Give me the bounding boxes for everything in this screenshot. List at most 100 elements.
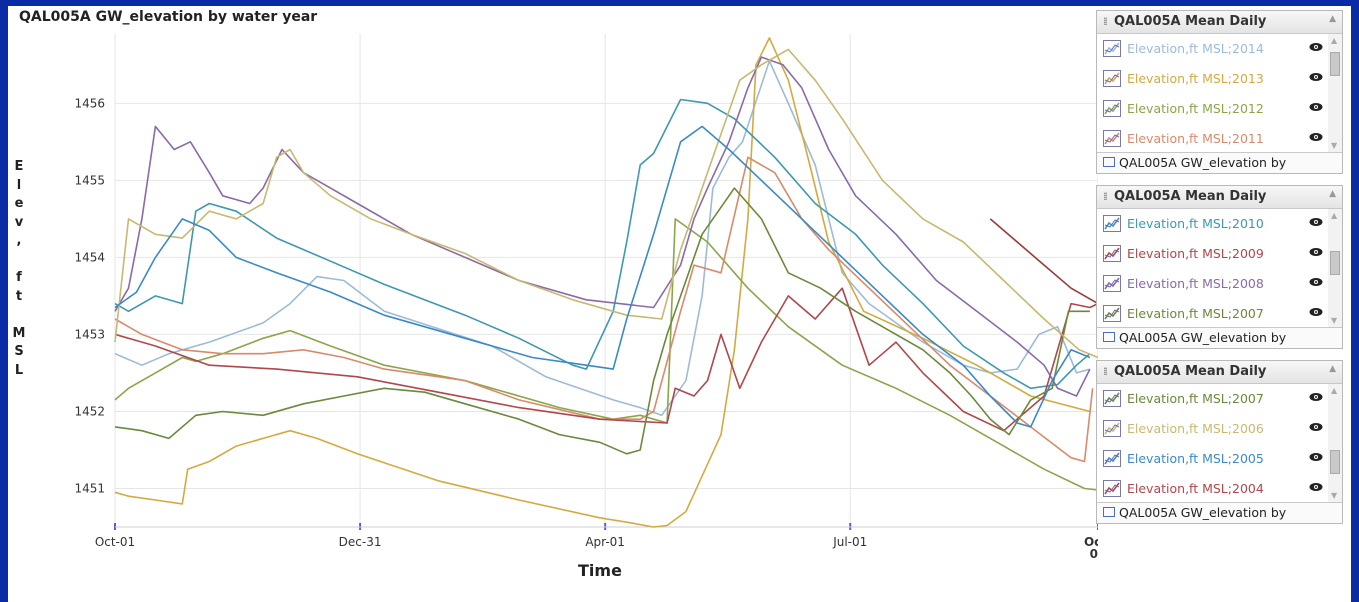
legend-item-label: Elevation,ft MSL;2004 — [1127, 481, 1264, 496]
y-tick-label: 1456 — [74, 96, 105, 110]
legend-item[interactable]: Elevation,ft MSL;2014 — [1097, 34, 1323, 64]
series-line — [114, 56, 1091, 397]
legend-item-label: Elevation,ft MSL;2010 — [1127, 216, 1264, 231]
x-tick-label: Oct-01 — [95, 535, 135, 549]
drag-grip-icon[interactable]: ⁞⁞ — [1103, 15, 1108, 28]
collapse-icon[interactable]: ▲ — [1329, 189, 1336, 199]
legend-panel: ⁞⁞ QAL005A Mean Daily ▲ Elevation,ft MSL;20… — [1096, 10, 1343, 174]
chart-icon — [1103, 507, 1115, 517]
scrollbar-thumb[interactable] — [1330, 251, 1340, 275]
legend-footer-label: QAL005A GW_elevation by — [1119, 155, 1287, 170]
eye-icon[interactable] — [1309, 481, 1323, 495]
drag-grip-icon[interactable]: ⁞⁞ — [1103, 365, 1108, 378]
legend-panel-header[interactable]: ⁞⁞ QAL005A Mean Daily ▲ — [1097, 186, 1342, 209]
series-line — [114, 287, 1098, 432]
eye-icon[interactable] — [1309, 276, 1323, 290]
series-line — [114, 218, 1098, 491]
legend-item[interactable]: Elevation,ft MSL;2006 — [1097, 414, 1323, 444]
chart-icon — [1103, 157, 1115, 167]
legend-panel-header[interactable]: ⁞⁞ QAL005A Mean Daily ▲ — [1097, 11, 1342, 34]
series-line — [114, 48, 1098, 359]
scroll-down-icon[interactable]: ▼ — [1331, 141, 1338, 150]
eye-icon[interactable] — [1309, 101, 1323, 115]
scroll-up-icon[interactable]: ▲ — [1331, 36, 1338, 45]
line-series-icon — [1103, 40, 1121, 57]
legend-panel: ⁞⁞ QAL005A Mean Daily ▲ Elevation,ft MSL;20… — [1096, 360, 1343, 524]
line-series-icon — [1103, 130, 1121, 147]
scroll-up-icon[interactable]: ▲ — [1331, 211, 1338, 220]
eye-icon[interactable] — [1309, 71, 1323, 85]
eye-icon[interactable] — [1309, 421, 1323, 435]
legend-footer-label: QAL005A GW_elevation by — [1119, 330, 1287, 345]
y-tick-label: 1451 — [74, 481, 105, 495]
legend-item-label: Elevation,ft MSL;2012 — [1127, 101, 1264, 116]
line-series-icon — [1103, 245, 1121, 262]
line-series-icon — [1103, 215, 1121, 232]
line-series-icon — [1103, 420, 1121, 437]
series-line — [114, 60, 1091, 417]
legend-item[interactable]: Elevation,ft MSL;2004 — [1097, 474, 1323, 502]
y-tick-label: 1454 — [74, 250, 105, 264]
x-tick-label: Apr-01 — [585, 535, 625, 549]
scroll-up-icon[interactable]: ▲ — [1331, 386, 1338, 395]
scrollbar[interactable]: ▲ ▼ — [1328, 34, 1342, 152]
eye-icon[interactable] — [1309, 451, 1323, 465]
series-line — [114, 187, 1090, 455]
x-tick-label: Dec-31 — [339, 535, 382, 549]
eye-icon[interactable] — [1309, 391, 1323, 405]
legend-item-label: Elevation,ft MSL;2006 — [1127, 421, 1264, 436]
legend-item-label: Elevation,ft MSL;2008 — [1127, 276, 1264, 291]
collapse-icon[interactable]: ▲ — [1329, 364, 1336, 374]
line-series-icon — [1103, 305, 1121, 322]
plot-area: 1456 1455 1454 1453 1452 1451 Oct-01 Dec-31 Apr-… — [74, 34, 1098, 561]
legend-item-label: Elevation,ft MSL;2007 — [1127, 306, 1264, 321]
legend-item[interactable]: Elevation,ft MSL;2009 — [1097, 239, 1323, 269]
legend-item[interactable]: Elevation,ft MSL;2013 — [1097, 64, 1323, 94]
scrollbar-thumb[interactable] — [1330, 52, 1340, 76]
scroll-down-icon[interactable]: ▼ — [1331, 491, 1338, 500]
eye-icon[interactable] — [1309, 306, 1323, 320]
legend-panel-footer[interactable]: QAL005A GW_elevation by — [1097, 502, 1342, 523]
scrollbar[interactable]: ▲ ▼ — [1328, 209, 1342, 327]
legend-footer-label: QAL005A GW_elevation by — [1119, 505, 1287, 520]
chart-title: QAL005A GW_elevation by water year — [19, 9, 318, 25]
legend-item-label: Elevation,ft MSL;2014 — [1127, 41, 1264, 56]
line-series-icon — [1103, 390, 1121, 407]
line-series-icon — [1103, 480, 1121, 497]
eye-icon[interactable] — [1309, 246, 1323, 260]
legend-panel-title: QAL005A Mean Daily — [1114, 189, 1267, 204]
x-axis-label: Time — [578, 561, 622, 580]
eye-icon[interactable] — [1309, 131, 1323, 145]
legend-list: Elevation,ft MSL;2010 Elevation,ft MSL;20… — [1097, 209, 1342, 327]
legend-list: Elevation,ft MSL;2014 Elevation,ft MSL;20… — [1097, 34, 1342, 152]
x-tick-label: Oct- — [1084, 535, 1098, 549]
scroll-down-icon[interactable]: ▼ — [1331, 316, 1338, 325]
eye-icon[interactable] — [1309, 216, 1323, 230]
legend-item[interactable]: Elevation,ft MSL;2008 — [1097, 269, 1323, 299]
line-series-icon — [1103, 450, 1121, 467]
legend-panel-header[interactable]: ⁞⁞ QAL005A Mean Daily ▲ — [1097, 361, 1342, 384]
legend-panel-footer[interactable]: QAL005A GW_elevation by — [1097, 152, 1342, 173]
scrollbar[interactable]: ▲ ▼ — [1328, 384, 1342, 502]
series-line — [989, 218, 1098, 305]
line-series-icon — [1103, 100, 1121, 117]
legend-panel-title: QAL005A Mean Daily — [1114, 364, 1267, 379]
legend-item[interactable]: Elevation,ft MSL;2007 — [1097, 384, 1323, 414]
eye-icon[interactable] — [1309, 41, 1323, 55]
legend-panel-footer[interactable]: QAL005A GW_elevation by — [1097, 327, 1342, 348]
x-tick-label: Jul-01 — [832, 535, 867, 549]
chart-icon — [1103, 332, 1115, 342]
collapse-icon[interactable]: ▲ — [1329, 14, 1336, 24]
legend-item-label: Elevation,ft MSL;2007 — [1127, 391, 1264, 406]
legend-item-label: Elevation,ft MSL;2009 — [1127, 246, 1264, 261]
legend-item[interactable]: Elevation,ft MSL;2007 — [1097, 299, 1323, 327]
scrollbar-thumb[interactable] — [1330, 450, 1340, 474]
legend-item[interactable]: Elevation,ft MSL;2005 — [1097, 444, 1323, 474]
legend-item[interactable]: Elevation,ft MSL;2011 — [1097, 124, 1323, 152]
legend-item[interactable]: Elevation,ft MSL;2012 — [1097, 94, 1323, 124]
drag-grip-icon[interactable]: ⁞⁞ — [1103, 190, 1108, 203]
y-tick-label: 1455 — [74, 173, 105, 187]
y-tick-label: 1452 — [74, 404, 105, 418]
legend-item[interactable]: Elevation,ft MSL;2010 — [1097, 209, 1323, 239]
x-tick-label: 01 — [1090, 547, 1098, 561]
